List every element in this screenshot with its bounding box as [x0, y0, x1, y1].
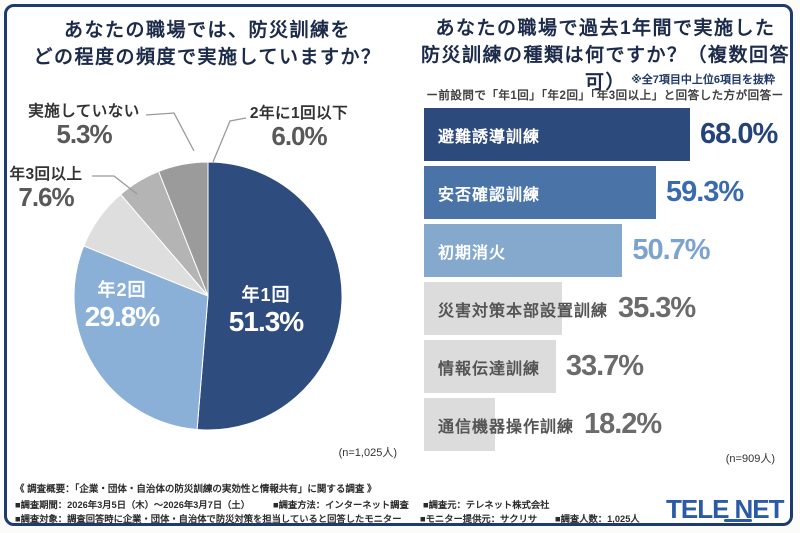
pie-chart	[73, 161, 343, 431]
pie-label-twice-text: 年2回	[97, 280, 147, 300]
survey-monitor-provider: ■モニター提供元：サクリサ	[420, 514, 538, 524]
telenet-logo: TELE NET	[666, 494, 794, 524]
pie-title-line2: どの程度の頻度で実施していますか？	[33, 47, 382, 68]
bar-row: 安否確認訓練 59.3%	[424, 166, 792, 219]
pie-label-none: 実施していない 5.3%	[18, 99, 150, 148]
survey-details-line2: ■調査対象：調査回答時に企業・団体・自治体で防災対策を担当していると回答したモニ…	[15, 511, 785, 524]
pie-chart-title: あなたの職場では、防災訓練を どの程度の頻度で実施していますか？	[10, 17, 405, 71]
pie-slice-4	[158, 161, 209, 297]
bar-value-label: 59.3%	[665, 176, 744, 208]
bar-title-line2: 防災訓練の種類は何ですか？（複数回答可）	[420, 45, 790, 93]
bar-value-label: 18.2%	[583, 408, 662, 440]
bar-value-label: 50.7%	[632, 234, 710, 266]
pie-label-twice: 年2回 29.8%	[62, 276, 182, 333]
pie-slice-0	[196, 161, 343, 431]
bar-fill: 災害対策本部設置訓練	[424, 282, 607, 335]
bar-chart-subtitle: ー前設問で「年1回」「年2回」「年3回以上」と回答した方が回答ー	[426, 90, 784, 102]
pie-label-annual-value: 51.3%	[228, 306, 304, 337]
pie-sample-size: (n=1,025人)	[338, 447, 397, 459]
bar-row: 避難誘導訓練 68.0%	[424, 108, 792, 161]
bar-row: 情報伝達訓練 33.7%	[424, 340, 792, 393]
bar-value-label: 35.3%	[617, 292, 696, 324]
bar-category-label: 安否確認訓練	[438, 186, 541, 204]
bar-category-label: 災害対策本部設置訓練	[438, 302, 609, 320]
bar-row: 災害対策本部設置訓練 35.3%	[424, 282, 792, 335]
pie-label-three-plus-value: 7.6%	[18, 182, 74, 212]
bar-title-line1: あなたの職場で過去1年間で実施した	[435, 18, 776, 39]
survey-period: ■調査期間：2026年3月5日（木）〜2026年3月7日（土）	[15, 500, 251, 510]
survey-method: ■調査方法：インターネット調査	[273, 500, 409, 510]
bar-value-label: 68.0%	[700, 118, 778, 150]
pie-label-none-value: 5.3%	[56, 119, 112, 149]
bar-row: 通信機器操作訓練 18.2%	[424, 398, 792, 451]
survey-overview-heading: 《 調査概要：「企業・団体・自治体の防災訓練の実効性と情報共有」に関する調査 》	[15, 484, 377, 495]
bar-category-label: 情報伝達訓練	[438, 360, 541, 378]
bar-value-label: 33.7%	[565, 350, 644, 382]
bar-chart: 避難誘導訓練 68.0% 安否確認訓練 59.3% 初期消火 50.7% 災害対…	[424, 108, 792, 456]
bar-category-label: 避難誘導訓練	[438, 128, 541, 146]
pie-label-twice-value: 29.8%	[84, 301, 160, 332]
pie-label-annual: 年1回 51.3%	[200, 281, 332, 338]
logo-underline	[724, 518, 752, 522]
pie-title-line1: あなたの職場では、防災訓練を	[63, 20, 351, 41]
pie-slice-1	[73, 245, 209, 431]
pie-label-biennial-value: 6.0%	[271, 121, 327, 151]
bar-row: 初期消火 50.7%	[424, 224, 792, 277]
pie-label-biennial: 2年に1回以下 6.0%	[238, 101, 360, 150]
pie-label-three-plus: 年3回以上 7.6%	[2, 162, 90, 211]
bar-fill: 情報伝達訓練	[424, 340, 556, 393]
survey-respondents: ■調査人数：1,025人	[555, 514, 640, 524]
bar-chart-note: ※全7項目中上位6項目を抜粋	[631, 74, 775, 86]
survey-details-line1: ■調査期間：2026年3月5日（木）〜2026年3月7日（土） ■調査方法：イン…	[15, 497, 785, 510]
bar-fill: 初期消火	[424, 224, 623, 277]
bar-fill: 安否確認訓練	[424, 166, 656, 219]
survey-source: ■調査元：テレネット株式会社	[423, 500, 550, 510]
bar-chart-title: あなたの職場で過去1年間で実施した 防災訓練の種類は何ですか？（複数回答可）	[418, 15, 793, 96]
bar-fill: 通信機器操作訓練	[424, 398, 573, 451]
logo-text-tele: TELE	[666, 493, 729, 524]
pie-label-three-plus-text: 年3回以上	[9, 166, 83, 183]
survey-target: ■調査対象：調査回答時に企業・団体・自治体で防災対策を担当していると回答したモニ…	[15, 514, 402, 524]
bar-category-label: 通信機器操作訓練	[438, 418, 575, 436]
bar-sample-size: (n=909人)	[725, 453, 775, 465]
pie-label-annual-text: 年1回	[241, 285, 291, 305]
bar-fill: 避難誘導訓練	[424, 108, 690, 161]
bar-category-label: 初期消火	[438, 244, 507, 262]
pie-label-biennial-text: 2年に1回以下	[249, 105, 349, 122]
pie-label-none-text: 実施していない	[28, 103, 140, 120]
